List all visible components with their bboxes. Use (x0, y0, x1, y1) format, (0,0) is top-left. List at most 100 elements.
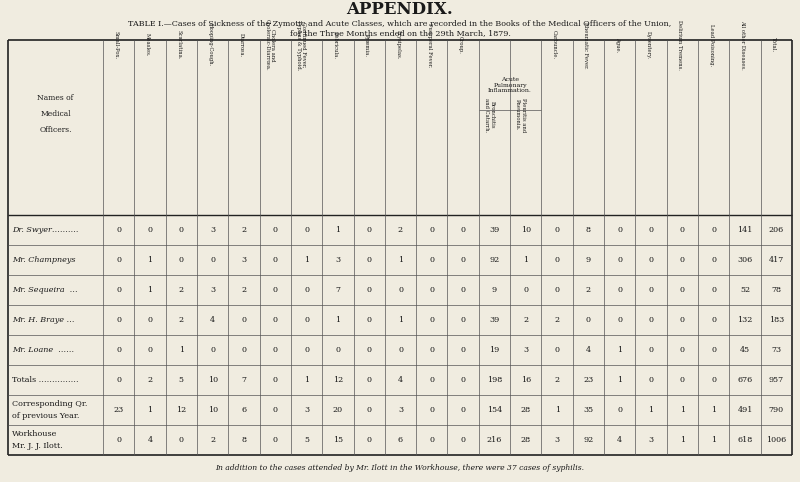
Text: 198: 198 (487, 376, 502, 384)
Text: Croup.: Croup. (458, 36, 463, 54)
Text: 35: 35 (583, 406, 594, 414)
Text: Mr. H. Braye …: Mr. H. Braye … (12, 316, 74, 324)
Text: APPENDIX.: APPENDIX. (346, 1, 454, 18)
Text: 0: 0 (304, 346, 309, 354)
Text: 0: 0 (366, 406, 372, 414)
Text: Pyæmia.: Pyæmia. (364, 34, 370, 56)
Text: 7: 7 (335, 286, 340, 294)
Text: 1006: 1006 (766, 436, 786, 444)
Text: 10: 10 (207, 406, 218, 414)
Text: 0: 0 (366, 286, 372, 294)
Text: 0: 0 (273, 376, 278, 384)
Text: 3: 3 (398, 406, 403, 414)
Text: 0: 0 (116, 286, 121, 294)
Text: 0: 0 (210, 346, 215, 354)
Text: 0: 0 (711, 346, 716, 354)
Text: Small-Pox.: Small-Pox. (114, 31, 118, 59)
Text: 154: 154 (487, 406, 502, 414)
Text: 5: 5 (304, 436, 309, 444)
Text: 28: 28 (521, 436, 531, 444)
Text: 0: 0 (554, 286, 560, 294)
Text: Rheumatic Fever.: Rheumatic Fever. (583, 22, 589, 68)
Text: TABLE I.—Cases of Sickness of the Zymotic and Acute Classes, which are recorded : TABLE I.—Cases of Sickness of the Zymoti… (128, 20, 672, 28)
Text: 78: 78 (771, 286, 782, 294)
Text: 0: 0 (210, 256, 215, 264)
Text: 1: 1 (304, 376, 309, 384)
Text: 0: 0 (430, 256, 434, 264)
Text: 0: 0 (273, 316, 278, 324)
Text: 1: 1 (147, 256, 153, 264)
Text: 0: 0 (273, 406, 278, 414)
Text: 0: 0 (178, 256, 184, 264)
Text: 6: 6 (242, 406, 246, 414)
Text: 0: 0 (147, 226, 153, 234)
Text: 0: 0 (618, 316, 622, 324)
Text: 1: 1 (304, 256, 309, 264)
Text: 0: 0 (461, 316, 466, 324)
Text: 132: 132 (738, 316, 753, 324)
Text: Medical: Medical (40, 109, 71, 118)
Text: 4: 4 (617, 436, 622, 444)
Text: 1: 1 (554, 406, 560, 414)
Text: 0: 0 (680, 316, 685, 324)
Text: Mr. Sequeira  …: Mr. Sequeira … (12, 286, 78, 294)
Text: 0: 0 (461, 436, 466, 444)
Text: 0: 0 (461, 256, 466, 264)
Text: 3: 3 (242, 256, 246, 264)
Text: 23: 23 (583, 376, 594, 384)
Text: 0: 0 (116, 226, 121, 234)
Text: Dr. Swyer……….: Dr. Swyer………. (12, 226, 78, 234)
Text: Names of: Names of (38, 94, 74, 102)
Text: 0: 0 (461, 346, 466, 354)
Text: Ague.: Ague. (614, 38, 620, 53)
Text: Measles.: Measles. (145, 33, 150, 57)
Text: 1: 1 (680, 436, 685, 444)
Text: 216: 216 (486, 436, 502, 444)
Text: for the Three Months ended on the 29th March, 1879.: for the Three Months ended on the 29th M… (290, 29, 510, 37)
Text: 0: 0 (461, 376, 466, 384)
Text: 0: 0 (116, 346, 121, 354)
Text: 0: 0 (116, 256, 121, 264)
Text: Totals ……………: Totals …………… (12, 376, 78, 384)
Text: In addition to the cases attended by Mr. Ilott in the Workhouse, there were 37 c: In addition to the cases attended by Mr.… (215, 464, 585, 472)
Text: 1: 1 (147, 286, 153, 294)
Text: 5: 5 (178, 376, 184, 384)
Text: Diarrœa.: Diarrœa. (239, 33, 244, 57)
Text: 141: 141 (738, 226, 753, 234)
Text: 0: 0 (366, 256, 372, 264)
Text: 0: 0 (618, 286, 622, 294)
Text: 0: 0 (242, 346, 246, 354)
Text: 0: 0 (649, 376, 654, 384)
Text: 0: 0 (116, 376, 121, 384)
Text: 0: 0 (649, 286, 654, 294)
Text: 6: 6 (398, 436, 403, 444)
Text: 10: 10 (521, 226, 531, 234)
Text: 0: 0 (711, 286, 716, 294)
Text: 0: 0 (430, 346, 434, 354)
Text: 0: 0 (461, 226, 466, 234)
Text: Febricula.: Febricula. (333, 31, 338, 58)
Text: 2: 2 (147, 376, 153, 384)
Text: Carbuncle.: Carbuncle. (552, 30, 557, 60)
Text: 73: 73 (771, 346, 782, 354)
Text: 0: 0 (711, 316, 716, 324)
Text: 2: 2 (178, 316, 184, 324)
Text: 3: 3 (523, 346, 528, 354)
Text: 1: 1 (398, 316, 403, 324)
Text: 0: 0 (554, 256, 560, 264)
Text: Scarlatina.: Scarlatina. (176, 30, 182, 60)
Text: 0: 0 (273, 346, 278, 354)
Text: 3: 3 (554, 436, 560, 444)
Text: 45: 45 (740, 346, 750, 354)
Text: 8: 8 (586, 226, 591, 234)
Text: 0: 0 (461, 406, 466, 414)
Text: 9: 9 (492, 286, 497, 294)
Text: 0: 0 (147, 346, 153, 354)
Text: 0: 0 (430, 406, 434, 414)
Text: Mr. Champneys: Mr. Champneys (12, 256, 75, 264)
Text: Bronchitis
and Catarrh.: Bronchitis and Catarrh. (484, 98, 494, 132)
Text: 183: 183 (769, 316, 784, 324)
Text: 0: 0 (711, 376, 716, 384)
Text: 0: 0 (680, 286, 685, 294)
Text: 0: 0 (711, 256, 716, 264)
